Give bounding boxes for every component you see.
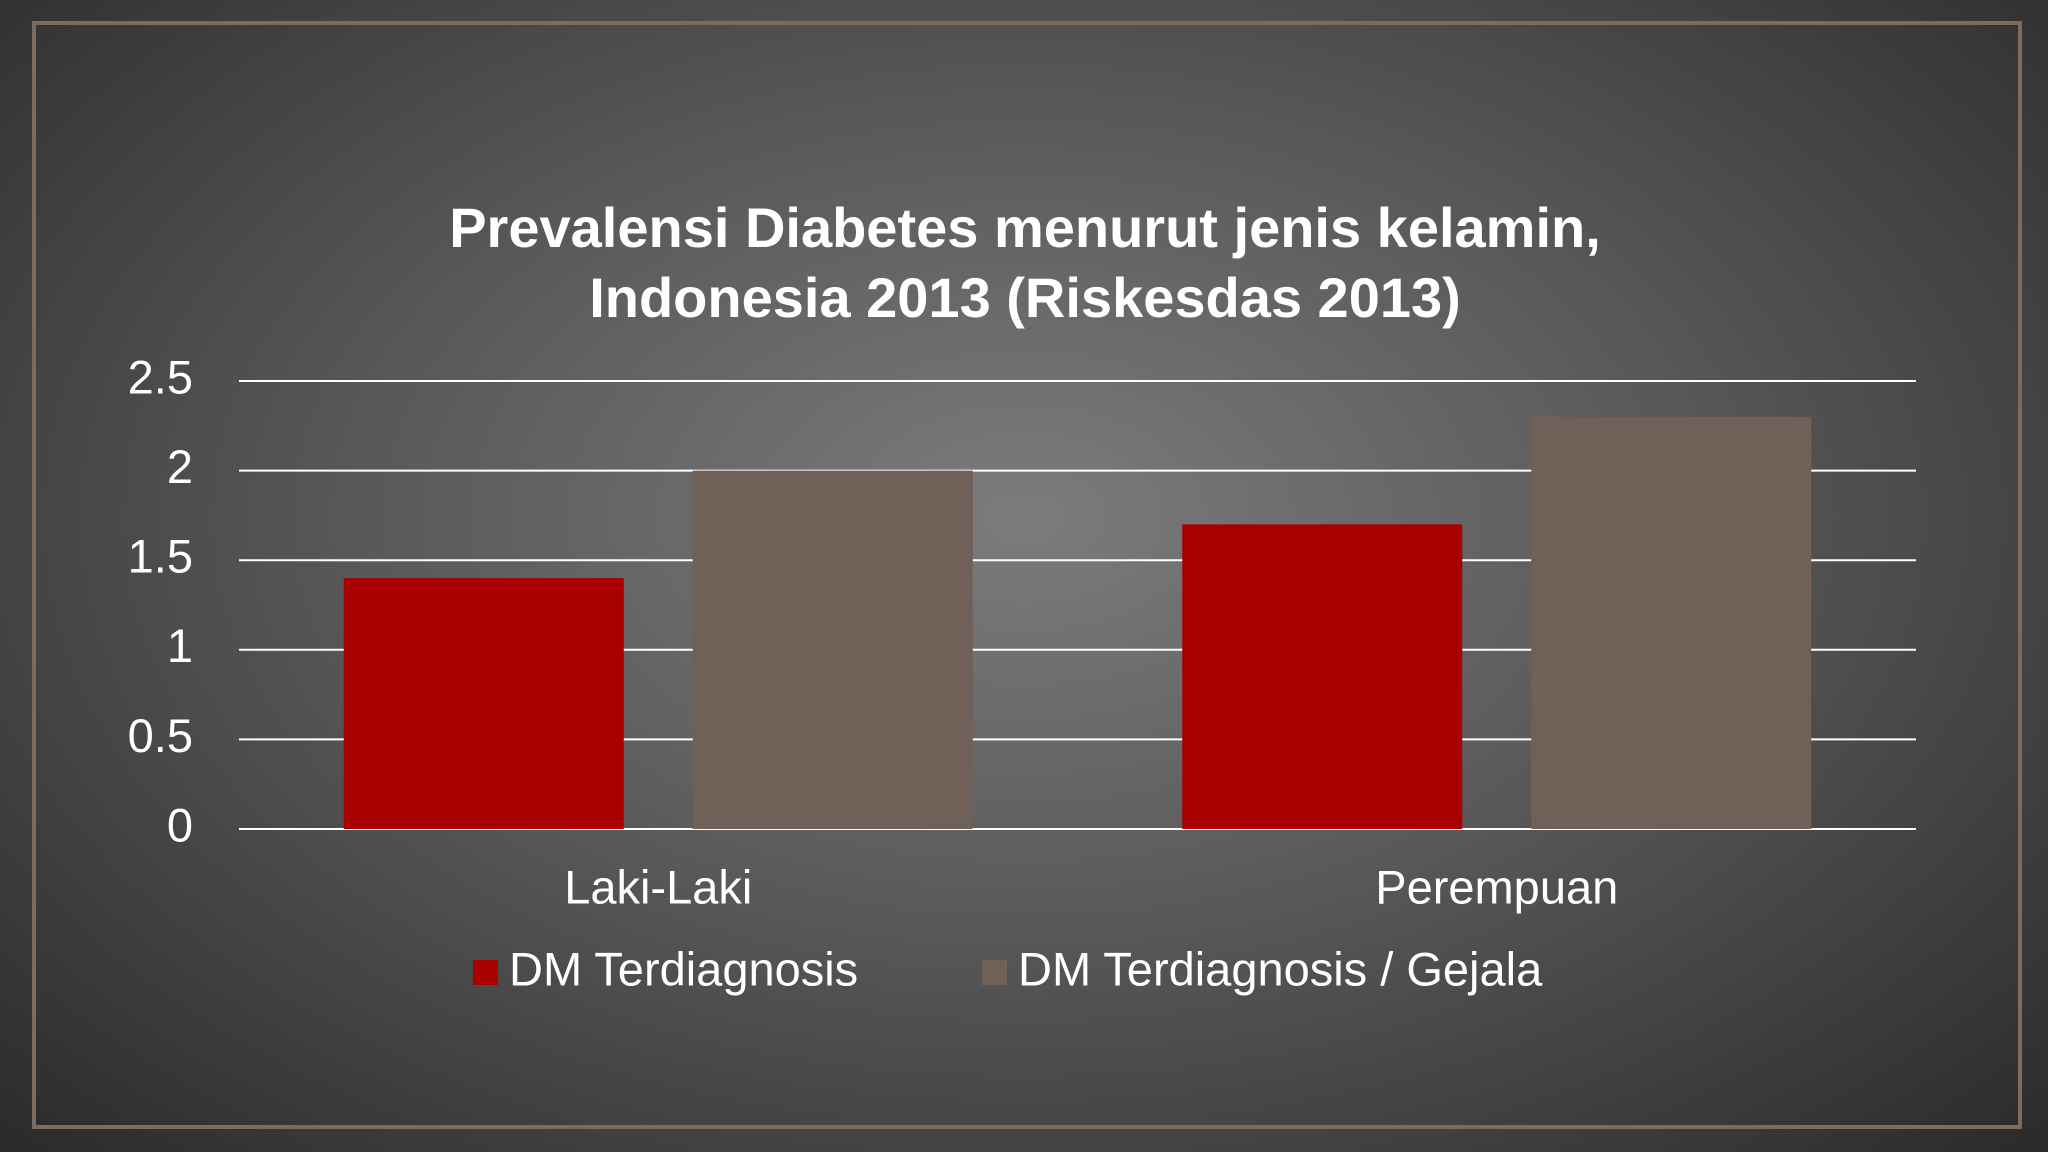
legend-swatch	[473, 960, 498, 985]
x-tick-label: Laki-Laki	[564, 860, 752, 913]
y-tick-label: 0.5	[128, 709, 193, 762]
bar	[1182, 524, 1463, 829]
x-tick-label: Perempuan	[1375, 860, 1618, 913]
bar	[692, 470, 973, 829]
bar	[343, 578, 624, 829]
bar	[1531, 416, 1812, 829]
y-tick-label: 2.5	[128, 350, 193, 403]
y-tick-label: 1	[167, 619, 193, 672]
y-tick-label: 1.5	[128, 530, 193, 583]
chart-title: Indonesia 2013 (Riskesdas 2013)	[589, 266, 1461, 329]
legend-swatch	[982, 960, 1007, 985]
y-tick-label: 0	[167, 798, 193, 851]
y-tick-label: 2	[167, 440, 193, 493]
legend-label: DM Terdiagnosis / Gejala	[1018, 942, 1543, 995]
chart-title: Prevalensi Diabetes menurut jenis kelami…	[449, 196, 1601, 259]
frame	[32, 21, 2022, 1129]
legend-label: DM Terdiagnosis	[509, 942, 858, 995]
